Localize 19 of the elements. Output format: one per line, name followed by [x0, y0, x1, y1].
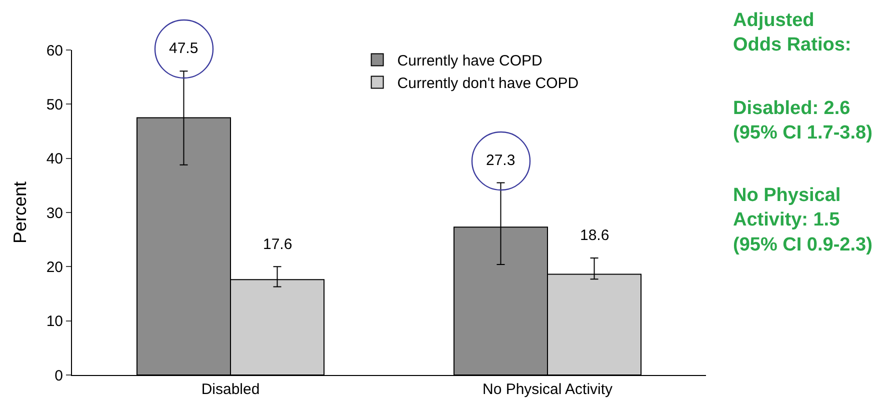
- y-tick-label: 50: [46, 96, 63, 114]
- x-tick-label: Disabled: [201, 381, 260, 398]
- text: Adjusted Odds Ratios:: [733, 10, 852, 56]
- y-tick-label: 30: [46, 204, 63, 222]
- x-tick-label: No Physical Activity: [482, 381, 614, 398]
- y-tick-label: 10: [46, 313, 63, 330]
- data-label: 18.6: [580, 227, 610, 244]
- legend-label: Currently have COPD: [397, 52, 543, 70]
- annotation: 47.5: [169, 40, 198, 57]
- legend-label: Currently don't have COPD: [397, 75, 579, 92]
- text: No Physical Activity: 1.5 (95% CI 0.9-2.3): [733, 185, 872, 256]
- y-tick-label: 0: [54, 367, 63, 384]
- annotation: 27.3: [486, 152, 516, 169]
- y-axis-title: Percent: [10, 181, 30, 244]
- data-label: 17.6: [263, 236, 292, 253]
- text: Disabled: 2.6 (95% CI 1.7-3.8): [733, 98, 872, 144]
- y-tick-label: 20: [46, 258, 63, 276]
- y-tick-label: 60: [46, 42, 63, 60]
- y-tick-label: 40: [46, 150, 63, 168]
